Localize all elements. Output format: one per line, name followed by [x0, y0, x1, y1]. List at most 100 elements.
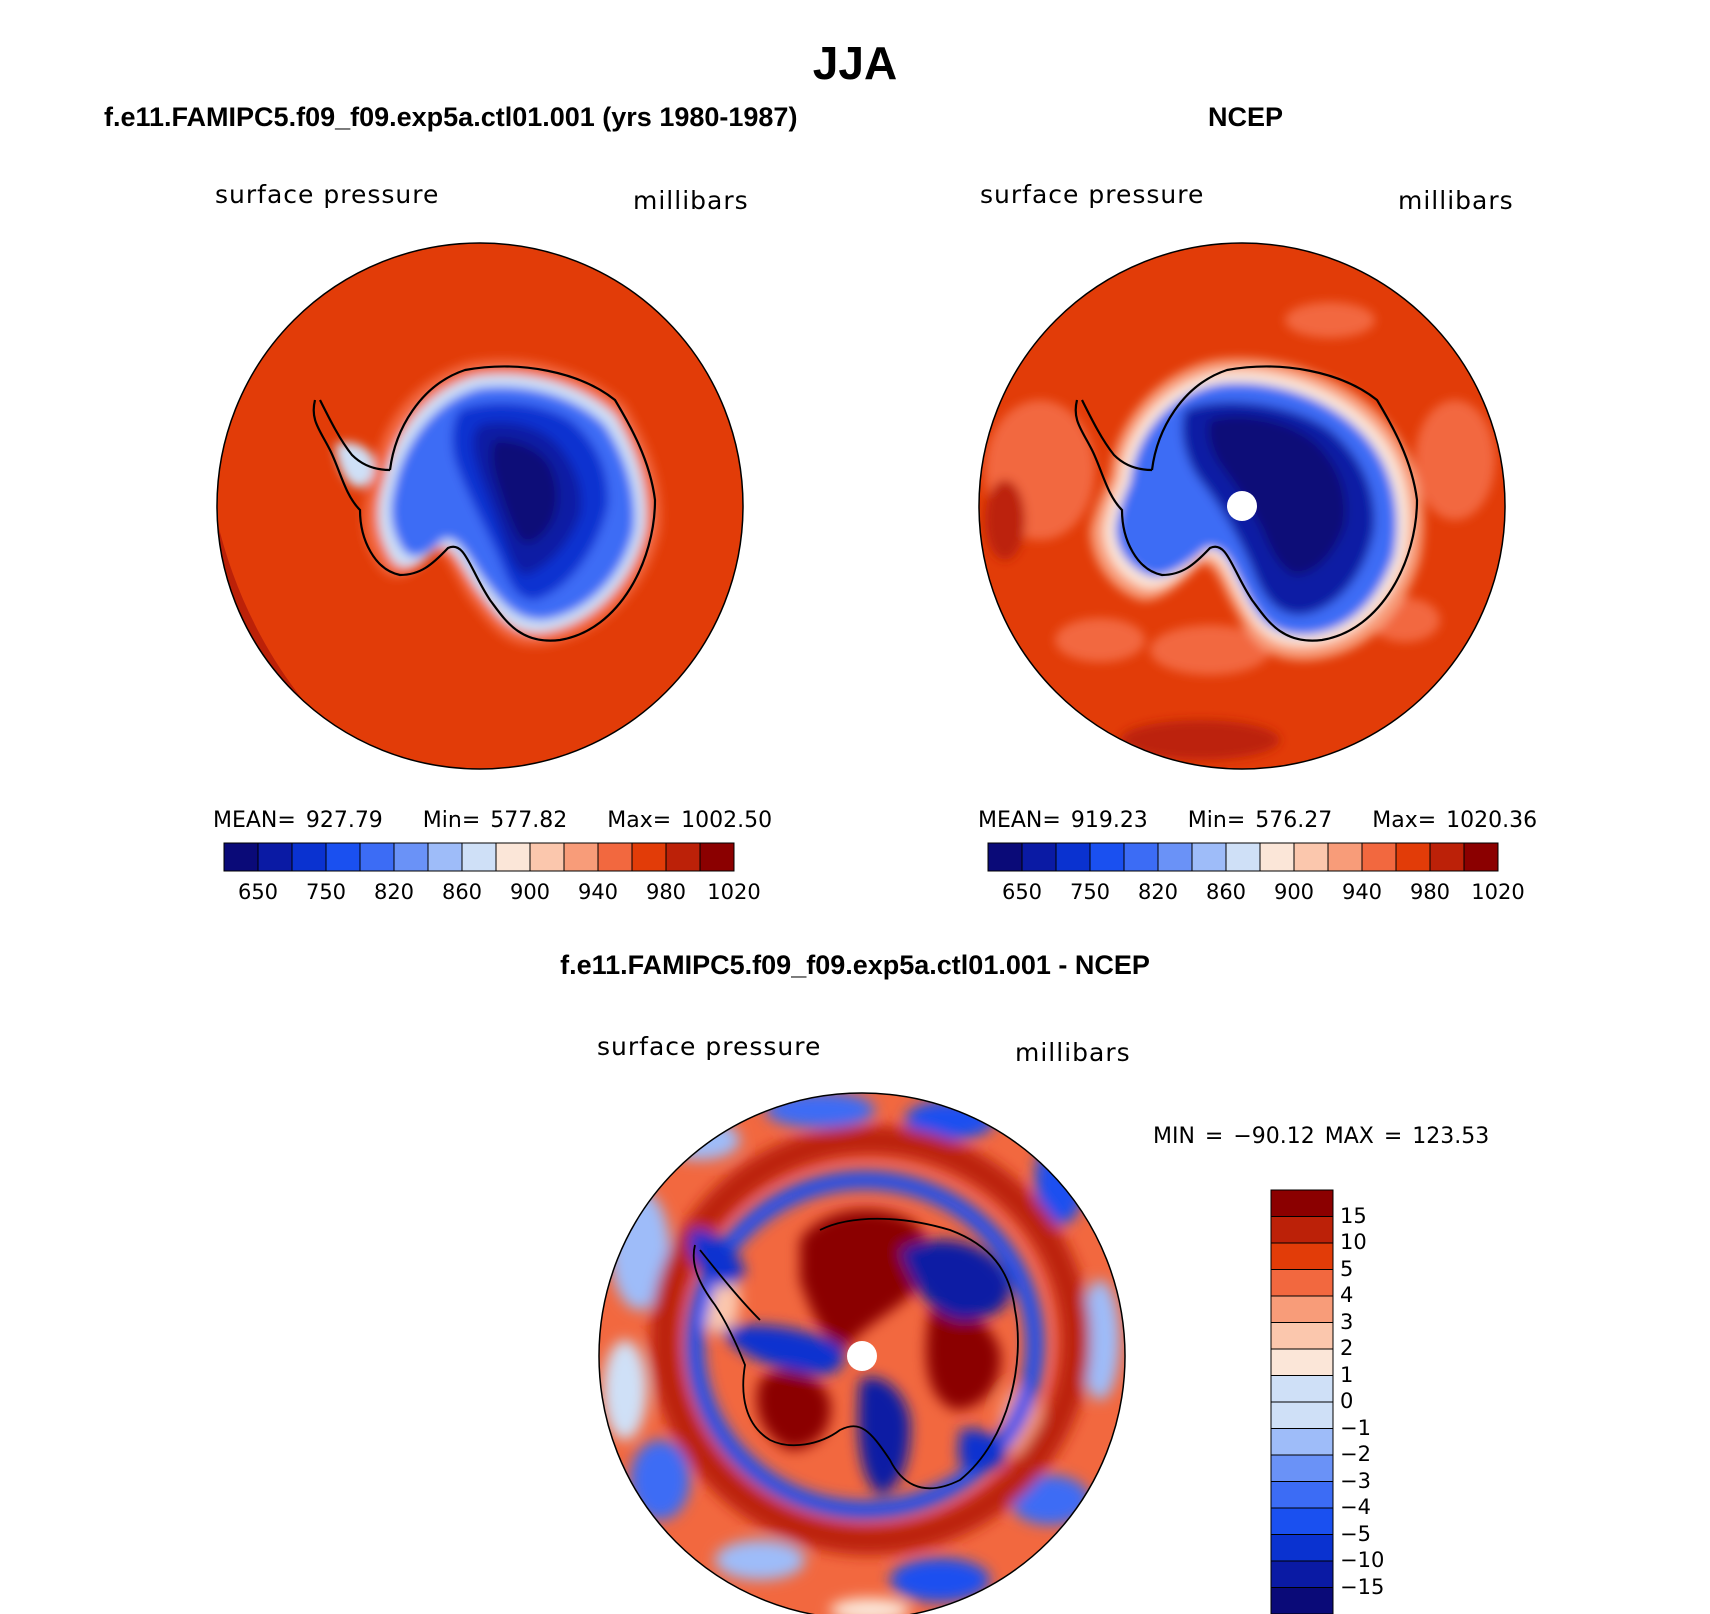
model-field [200, 230, 770, 790]
obs-colorbar-box [1396, 843, 1430, 871]
model-mean-value: 927.79 [306, 808, 383, 833]
diff-colorbar-box [1271, 1243, 1333, 1270]
diff-units-label: millibars [1015, 1038, 1131, 1067]
obs-colorbar-tick: 650 [1002, 880, 1042, 904]
obs-colorbar-tick: 900 [1274, 880, 1314, 904]
diff-colorbar-box [1271, 1588, 1333, 1614]
diff-field [595, 1090, 1130, 1614]
diff-colorbar-tick: 3 [1340, 1310, 1353, 1334]
diff-colorbar-box [1271, 1429, 1333, 1456]
diff-colorbar-tick: −15 [1340, 1575, 1384, 1599]
obs-coastline [1076, 367, 1417, 641]
diff-map-boundary [599, 1093, 1125, 1614]
model-panel-title: f.e11.FAMIPC5.f09_f09.exp5a.ctl01.001 (y… [104, 102, 797, 133]
model-min-value: 577.82 [490, 808, 567, 833]
obs-colorbar-tick: 820 [1138, 880, 1178, 904]
model-max-value: 1002.50 [681, 808, 772, 833]
diff-colorbar-tick: −5 [1340, 1522, 1371, 1546]
diff-colorbar-box [1271, 1296, 1333, 1323]
obs-colorbar [988, 843, 1498, 873]
model-variable-label: surface pressure [215, 180, 439, 209]
diff-colorbar-box [1271, 1455, 1333, 1482]
diff-variable-label: surface pressure [597, 1032, 821, 1061]
model-colorbar-box [224, 843, 258, 871]
model-colorbar-box [360, 843, 394, 871]
diff-colorbar-box [1271, 1217, 1333, 1244]
model-colorbar-box [326, 843, 360, 871]
obs-colorbar-box [1192, 843, 1226, 871]
obs-colorbar-box [1328, 843, 1362, 871]
model-units-label: millibars [633, 186, 749, 215]
obs-field [975, 240, 1515, 780]
model-colorbar-box [632, 843, 666, 871]
diff-colorbar-tick: 10 [1340, 1230, 1367, 1254]
diff-pole-mask [847, 1341, 877, 1371]
figure-title: JJA [0, 36, 1710, 90]
diff-colorbar-tick: −3 [1340, 1469, 1371, 1493]
model-colorbar-box [292, 843, 326, 871]
model-coastline [314, 367, 655, 641]
obs-colorbar-box [1158, 843, 1192, 871]
diff-colorbar-box [1271, 1270, 1333, 1297]
model-colorbar-box [530, 843, 564, 871]
diff-colorbar-box [1271, 1349, 1333, 1376]
diff-colorbar-tick: −4 [1340, 1495, 1371, 1519]
model-colorbar-box [496, 843, 530, 871]
model-colorbar-box [258, 843, 292, 871]
obs-colorbar-tick: 860 [1206, 880, 1246, 904]
obs-colorbar-box [1260, 843, 1294, 871]
obs-colorbar-box [1226, 843, 1260, 871]
obs-max-value: 1020.36 [1446, 808, 1537, 833]
diff-colorbar-tick: 0 [1340, 1389, 1353, 1413]
model-min-label: Min= [423, 808, 480, 833]
obs-colorbar-box [1362, 843, 1396, 871]
diff-colorbar-box [1271, 1482, 1333, 1509]
diff-colorbar-box [1271, 1402, 1333, 1429]
diff-colorbar-box [1271, 1190, 1333, 1217]
diff-colorbar-tick: 2 [1340, 1336, 1353, 1360]
diff-colorbar-box [1271, 1561, 1333, 1588]
obs-colorbar-box [988, 843, 1022, 871]
diff-colorbar-tick: −10 [1340, 1548, 1384, 1572]
obs-colorbar-tick: 1020 [1471, 880, 1524, 904]
model-map-boundary [217, 243, 743, 769]
model-colorbar-box [598, 843, 632, 871]
model-stats: MEAN= 927.79 Min= 577.82 Max= 1002.50 [213, 808, 772, 833]
obs-pole-mask [1227, 491, 1257, 521]
model-colorbar-box [564, 843, 598, 871]
model-colorbar-box [666, 843, 700, 871]
model-colorbar-box [462, 843, 496, 871]
obs-mean-value: 919.23 [1071, 808, 1148, 833]
obs-colorbar-box [1090, 843, 1124, 871]
obs-colorbar-box [1022, 843, 1056, 871]
obs-colorbar-tick: 940 [1342, 880, 1382, 904]
obs-min-value: 576.27 [1255, 808, 1332, 833]
diff-colorbar-box [1271, 1376, 1333, 1403]
diff-colorbar-tick: 15 [1340, 1204, 1367, 1228]
model-colorbar-box [428, 843, 462, 871]
diff-colorbar-box [1271, 1323, 1333, 1350]
obs-max-label: Max= [1372, 808, 1436, 833]
obs-mean-label: MEAN= [978, 808, 1061, 833]
obs-map-boundary [979, 243, 1505, 769]
model-colorbar-box [700, 843, 734, 871]
diff-colorbar-tick: −2 [1340, 1442, 1371, 1466]
obs-colorbar-tick: 750 [1070, 880, 1110, 904]
model-max-label: Max= [607, 808, 671, 833]
obs-colorbar-box [1124, 843, 1158, 871]
diff-minmax: MIN = −90.12 MAX = 123.53 [1153, 1124, 1489, 1149]
diff-colorbar-tick: 1 [1340, 1363, 1353, 1387]
obs-colorbar-box [1430, 843, 1464, 871]
obs-panel-title: NCEP [1208, 102, 1283, 133]
model-colorbar-box [394, 843, 428, 871]
obs-colorbar-box [1294, 843, 1328, 871]
obs-colorbar-box [1464, 843, 1498, 871]
diff-colorbar-box [1271, 1508, 1333, 1535]
obs-variable-label: surface pressure [980, 180, 1204, 209]
diff-colorbar-tick: 5 [1340, 1257, 1353, 1281]
model-colorbar [224, 843, 734, 873]
diff-colorbar-tick: 4 [1340, 1283, 1353, 1307]
diff-coastline [694, 1219, 1018, 1489]
